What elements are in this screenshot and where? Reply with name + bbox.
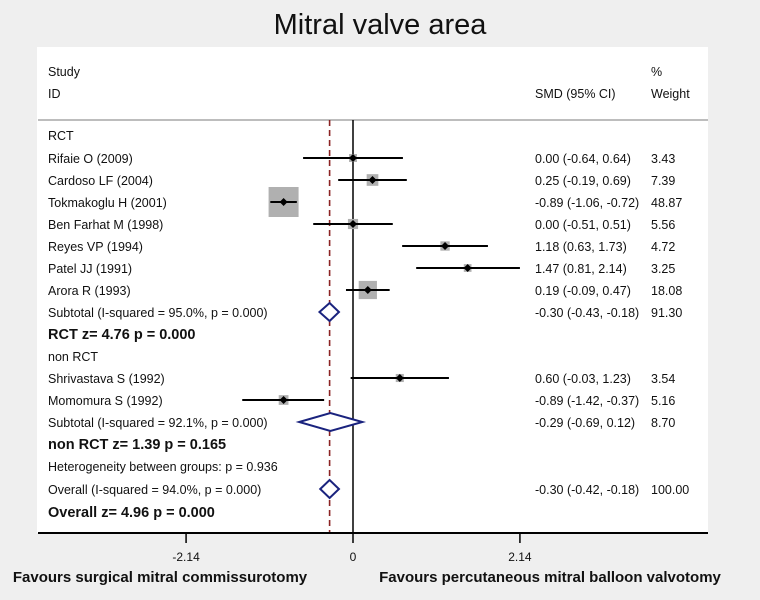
x-tick-label: 0: [350, 550, 357, 564]
subtotal-label: Subtotal (I-squared = 95.0%, p = 0.000): [48, 306, 268, 320]
weight-text: 7.39: [651, 174, 675, 188]
study-label: Rifaie O (2009): [48, 152, 133, 166]
effect-ci-text: 1.18 (0.63, 1.73): [535, 240, 627, 254]
weight-text: 5.16: [651, 394, 675, 408]
effect-ci-text: 0.00 (-0.64, 0.64): [535, 152, 631, 166]
weight-text: 48.87: [651, 196, 682, 210]
weight-text: 100.00: [651, 483, 689, 497]
x-tick-label: 2.14: [508, 550, 532, 564]
header-id: ID: [48, 87, 61, 101]
pooled-diamond: [295, 411, 367, 433]
pooled-diamond: [318, 478, 341, 500]
point-estimate: [363, 286, 372, 294]
point-estimate: [279, 198, 288, 206]
group-label: Heterogeneity between groups: p = 0.936: [48, 460, 278, 474]
effect-ci-text: -0.30 (-0.43, -0.18): [535, 306, 639, 320]
effect-ci-text: 0.19 (-0.09, 0.47): [535, 284, 631, 298]
group-label: RCT: [48, 129, 74, 143]
header-study: Study: [48, 65, 81, 79]
study-label: Ben Farhat M (1998): [48, 218, 163, 232]
point-estimate: [463, 264, 472, 272]
z-test-label: RCT z= 4.76 p = 0.000: [48, 327, 196, 343]
header-effect: SMD (95% CI): [535, 87, 616, 101]
point-estimate: [395, 374, 404, 382]
pooled-diamond: [317, 301, 341, 323]
effect-ci-text: -0.89 (-1.06, -0.72): [535, 196, 639, 210]
z-test-label: Overall z= 4.96 p = 0.000: [48, 505, 215, 521]
study-label: Cardoso LF (2004): [48, 174, 153, 188]
point-estimate: [349, 220, 357, 228]
point-estimate: [279, 396, 288, 404]
study-label: Shrivastava S (1992): [48, 372, 165, 386]
study-label: Momomura S (1992): [48, 394, 163, 408]
z-test-label: non RCT z= 1.39 p = 0.165: [48, 437, 226, 453]
weight-text: 3.25: [651, 262, 675, 276]
subtotal-label: Overall (I-squared = 94.0%, p = 0.000): [48, 483, 261, 497]
effect-ci-text: 1.47 (0.81, 2.14): [535, 262, 627, 276]
effect-ci-text: -0.30 (-0.42, -0.18): [535, 483, 639, 497]
effect-ci-text: 0.00 (-0.51, 0.51): [535, 218, 631, 232]
effect-ci-text: 0.25 (-0.19, 0.69): [535, 174, 631, 188]
header-weight: Weight: [651, 87, 690, 101]
weight-text: 8.70: [651, 416, 675, 430]
weight-text: 18.08: [651, 284, 682, 298]
weight-text: 5.56: [651, 218, 675, 232]
x-tick-label: -2.14: [172, 550, 200, 564]
effect-ci-text: 0.60 (-0.03, 1.23): [535, 372, 631, 386]
study-label: Arora R (1993): [48, 284, 131, 298]
weight-text: 91.30: [651, 306, 682, 320]
subtotal-label: Subtotal (I-squared = 92.1%, p = 0.000): [48, 416, 268, 430]
effect-ci-text: -0.89 (-1.42, -0.37): [535, 394, 639, 408]
group-label: non RCT: [48, 350, 98, 364]
study-label: Patel JJ (1991): [48, 262, 132, 276]
study-label: Reyes VP (1994): [48, 240, 143, 254]
left-favours-label: Favours surgical mitral commissurotomy: [13, 569, 308, 586]
point-estimate: [368, 176, 377, 184]
weight-text: 4.72: [651, 240, 675, 254]
header-percent: %: [651, 65, 662, 79]
point-estimate: [349, 154, 357, 162]
right-favours-label: Favours percutaneous mitral balloon valv…: [379, 569, 721, 586]
point-estimate: [441, 242, 450, 250]
weight-text: 3.54: [651, 372, 675, 386]
study-label: Tokmakoglu H (2001): [48, 196, 167, 210]
weight-text: 3.43: [651, 152, 675, 166]
effect-ci-text: -0.29 (-0.69, 0.12): [535, 416, 635, 430]
chart-title: Mitral valve area: [274, 9, 488, 41]
